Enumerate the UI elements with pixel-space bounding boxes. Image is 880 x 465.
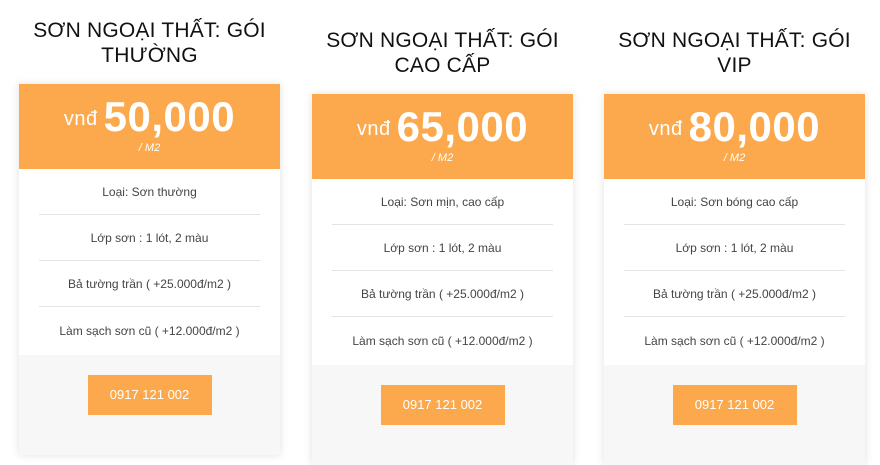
price-value: 65,000 [396,103,529,150]
card-footer: 0917 121 002 [604,365,865,465]
price-unit: / M2 [431,152,454,164]
feature-item: Bả tường trần ( +25.000đ/m2 ) [332,271,553,317]
price: vnđ 65,000 [312,94,573,152]
feature-item: Loại: Sơn mịn, cao cấp [332,179,553,225]
price: vnđ 80,000 [604,94,865,152]
feature-item: Loại: Sơn thường [39,169,260,215]
card-footer: 0917 121 002 [19,355,280,455]
currency: vnđ [63,108,98,130]
feature-item: Làm sạch sơn cũ ( +12.000đ/m2 ) [59,324,240,338]
feature-item: Lớp sơn : 1 lót, 2 màu [332,225,553,271]
plan-title: SƠN NGOẠI THẤT: GÓI THƯỜNG [33,19,266,67]
feature-item: Loại: Sơn bóng cao cấp [624,179,845,225]
feature-item: Làm sạch sơn cũ ( +12.000đ/m2 ) [352,334,533,348]
plan-title: SƠN NGOẠI THẤT: GÓI CAO CẤP [326,29,559,77]
feature-item: Làm sạch sơn cũ ( +12.000đ/m2 ) [644,334,825,348]
feature-list: Loại: Sơn bóng cao cấp Lớp sơn : 1 lót, 2… [604,179,865,365]
pricing-plan: SƠN NGOẠI THẤT: GÓI CAO CẤP vnđ 65,000 / … [312,28,573,465]
pricing-card: vnđ 65,000 / M2 Loại: Sơn mịn, cao cấp Lớp… [312,94,573,465]
price-unit: / M2 [723,152,746,164]
card-footer: 0917 121 002 [312,365,573,465]
phone-button[interactable]: 0917 121 002 [87,375,212,415]
price-header: vnđ 50,000 / M2 [19,84,280,169]
price-header: vnđ 65,000 / M2 [312,94,573,179]
feature-list: Loại: Sơn thường Lớp sơn : 1 lót, 2 màu Bả… [19,169,280,355]
price-value: 80,000 [688,103,821,150]
feature-item: Lớp sơn : 1 lót, 2 màu [39,215,260,261]
price-unit: / M2 [138,142,161,154]
feature-item: Lớp sơn : 1 lót, 2 màu [624,225,845,271]
phone-button[interactable]: 0917 121 002 [672,385,797,425]
feature-item: Bả tường trần ( +25.000đ/m2 ) [624,271,845,317]
pricing-plan: SƠN NGOẠI THẤT: GÓI THƯỜNG vnđ 50,000 / M… [19,18,280,455]
pricing-card: vnđ 50,000 / M2 Loại: Sơn thường Lớp sơn :… [19,84,280,455]
price-value: 50,000 [103,93,236,140]
plan-title: SƠN NGOẠI THẤT: GÓI VIP [618,29,851,77]
currency: vnđ [356,118,391,140]
pricing-plan: SƠN NGOẠI THẤT: GÓI VIP vnđ 80,000 / M2 L… [604,28,865,465]
feature-item: Bả tường trần ( +25.000đ/m2 ) [39,261,260,307]
phone-button[interactable]: 0917 121 002 [380,385,505,425]
price: vnđ 50,000 [19,84,280,142]
currency: vnđ [648,118,683,140]
price-header: vnđ 80,000 / M2 [604,94,865,179]
feature-list: Loại: Sơn mịn, cao cấp Lớp sơn : 1 lót, 2… [312,179,573,365]
pricing-card: vnđ 80,000 / M2 Loại: Sơn bóng cao cấp Lớp… [604,94,865,465]
